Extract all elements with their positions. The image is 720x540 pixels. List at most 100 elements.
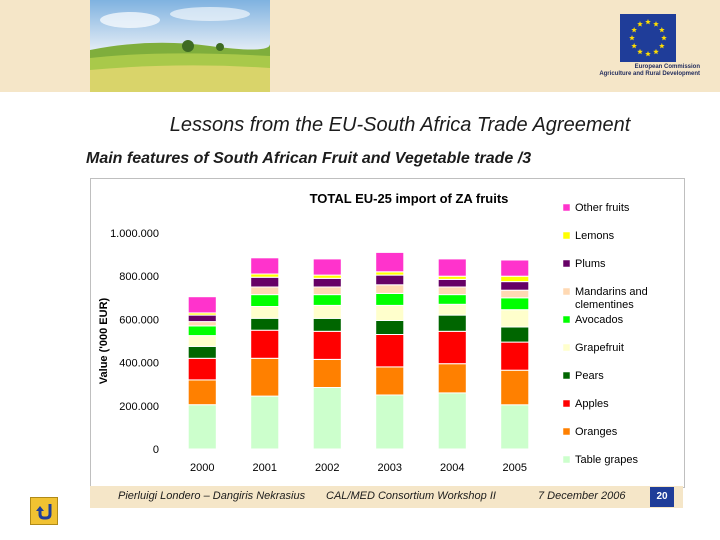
- legend-swatch: [562, 455, 571, 464]
- bar-segment: [500, 309, 530, 328]
- bar-segment: [250, 395, 280, 450]
- eu-commission-logo: European Commission Agriculture and Rura…: [575, 10, 700, 86]
- bar-segment: [375, 274, 405, 286]
- chart-title: TOTAL EU-25 import of ZA fruits: [310, 191, 509, 206]
- bar-segment: [250, 305, 280, 319]
- legend-swatch: [562, 231, 571, 240]
- bar-segment: [250, 317, 280, 331]
- bar-segment: [375, 304, 405, 322]
- bar-segment: [375, 271, 405, 276]
- bar-segment: [437, 392, 467, 450]
- legend-label: Table grapes: [575, 454, 638, 466]
- legend-label: Apples: [575, 398, 609, 410]
- bar-segment: [187, 314, 217, 323]
- legend-swatch: [562, 399, 571, 408]
- legend-label: Pears: [575, 370, 604, 382]
- bar-segment: [250, 257, 280, 275]
- bar-segment: [312, 330, 342, 360]
- bar-segment: [312, 277, 342, 288]
- slide-subtitle: Main features of South African Fruit and…: [86, 150, 532, 167]
- bar-segment: [312, 386, 342, 450]
- back-button[interactable]: [30, 497, 58, 525]
- x-tick-label: 2002: [315, 462, 339, 474]
- chart-frame: TOTAL EU-25 import of ZA fruits Value ('0…: [90, 178, 685, 488]
- bar-segment: [187, 379, 217, 406]
- eu-star-icon: [645, 51, 651, 57]
- legend-label: Avocados: [575, 314, 624, 326]
- x-tick-label: 2005: [503, 462, 527, 474]
- y-tick-label: 200.000: [119, 401, 159, 413]
- bar-segment: [375, 293, 405, 306]
- eu-star-icon: [629, 35, 635, 41]
- bar-segment: [500, 326, 530, 343]
- legend-swatch: [562, 315, 571, 324]
- bar-segment: [437, 303, 467, 316]
- bar-segment: [437, 363, 467, 394]
- bar-segment: [500, 289, 530, 299]
- bar-segment: [437, 278, 467, 288]
- bar-segment: [312, 317, 342, 332]
- bar-segment: [375, 284, 405, 294]
- bar-segment: [500, 275, 530, 283]
- eu-star-icon: [631, 43, 637, 49]
- bar-segment: [312, 358, 342, 388]
- bar-segment: [312, 304, 342, 319]
- legend-swatch: [562, 203, 571, 212]
- page-number: 20: [650, 487, 674, 507]
- y-tick-label: 0: [153, 444, 159, 456]
- bar-segment: [437, 258, 467, 277]
- eu-star-icon: [653, 48, 659, 55]
- bar-segment: [375, 334, 405, 368]
- legend-label: Plums: [575, 258, 606, 270]
- stacked-bar-chart: TOTAL EU-25 import of ZA fruits Value ('0…: [98, 191, 648, 474]
- slide-title: Lessons from the EU-South Africa Trade A…: [169, 114, 631, 136]
- bar-segment: [437, 286, 467, 296]
- bar-segment: [500, 369, 530, 406]
- y-tick-label: 1.000.000: [110, 228, 159, 240]
- eu-caption-line2: Agriculture and Rural Development: [599, 71, 700, 77]
- landscape-illustration: [90, 0, 270, 92]
- landscape-photo: [90, 0, 270, 92]
- footer-date: 7 December 2006: [538, 490, 626, 502]
- u-turn-arrow-icon: [36, 504, 52, 520]
- bar-segment: [187, 321, 217, 327]
- eu-star-icon: [661, 35, 667, 41]
- x-tick-label: 2003: [378, 462, 402, 474]
- eu-caption: European Commission Agriculture and Rura…: [575, 64, 700, 78]
- bar-segment: [437, 314, 467, 332]
- bar-segment: [500, 297, 530, 311]
- eu-star-icon: [659, 43, 665, 49]
- legend-label: Oranges: [575, 426, 618, 438]
- bar-segment: [250, 294, 280, 307]
- bar-segment: [187, 345, 217, 359]
- bar-segment: [375, 320, 405, 335]
- eu-star-icon: [659, 27, 665, 33]
- bar-segment: [187, 335, 217, 347]
- footer-bar: Pierluigi Londero – Dangiris Nekrasius C…: [90, 486, 683, 508]
- bar-segment: [375, 251, 405, 273]
- legend-swatch: [562, 371, 571, 380]
- bar-segment: [500, 259, 530, 277]
- y-tick-label: 600.000: [119, 314, 159, 326]
- bar-segment: [250, 286, 280, 296]
- bar-segment: [250, 276, 280, 288]
- bar-segment: [187, 357, 217, 381]
- y-tick-label: 800.000: [119, 271, 159, 283]
- legend-swatch: [562, 343, 571, 352]
- eu-star-icon: [645, 19, 651, 25]
- x-tick-label: 2004: [440, 462, 464, 474]
- bar-segment: [187, 325, 217, 337]
- legend-swatch: [562, 427, 571, 436]
- bar-segment: [250, 357, 280, 397]
- bar-segment: [312, 258, 342, 276]
- bar-segment: [187, 296, 217, 314]
- y-tick-label: 400.000: [119, 358, 159, 370]
- legend-label: Other fruits: [575, 202, 630, 214]
- x-tick-label: 2000: [190, 462, 214, 474]
- eu-star-icon: [631, 27, 637, 33]
- bar-segment: [500, 341, 530, 371]
- eu-star-icon: [653, 21, 659, 27]
- eu-flag-icon: [620, 14, 676, 62]
- legend-label: Lemons: [575, 230, 615, 242]
- eu-star-icon: [637, 48, 643, 55]
